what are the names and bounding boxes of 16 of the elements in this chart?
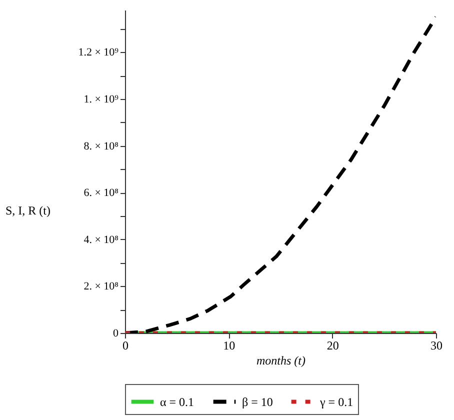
- legend-label: γ = 0.1: [319, 394, 354, 409]
- x-tick-label: 10: [223, 338, 236, 352]
- legend-label: α = 0.1: [160, 394, 194, 409]
- legend-label: β = 10: [242, 394, 273, 409]
- x-axis-title: months (t): [256, 354, 306, 368]
- y-tick-label: 2. × 10⁸: [84, 280, 119, 293]
- y-tick-label: 8. × 10⁸: [84, 140, 119, 152]
- x-tick-label: 30: [430, 338, 442, 352]
- x-tick-label: 20: [326, 338, 339, 352]
- y-tick-label: 1. × 10⁹: [84, 93, 119, 106]
- x-tick-label: 0: [122, 338, 128, 352]
- y-tick-label: 0: [113, 328, 119, 340]
- y-tick-label: 6. × 10⁸: [84, 187, 119, 200]
- y-axis-title: S, I, R (t): [6, 204, 51, 218]
- y-tick-label: 1.2 × 10⁹: [78, 46, 119, 59]
- y-tick-label: 4. × 10⁸: [84, 234, 119, 246]
